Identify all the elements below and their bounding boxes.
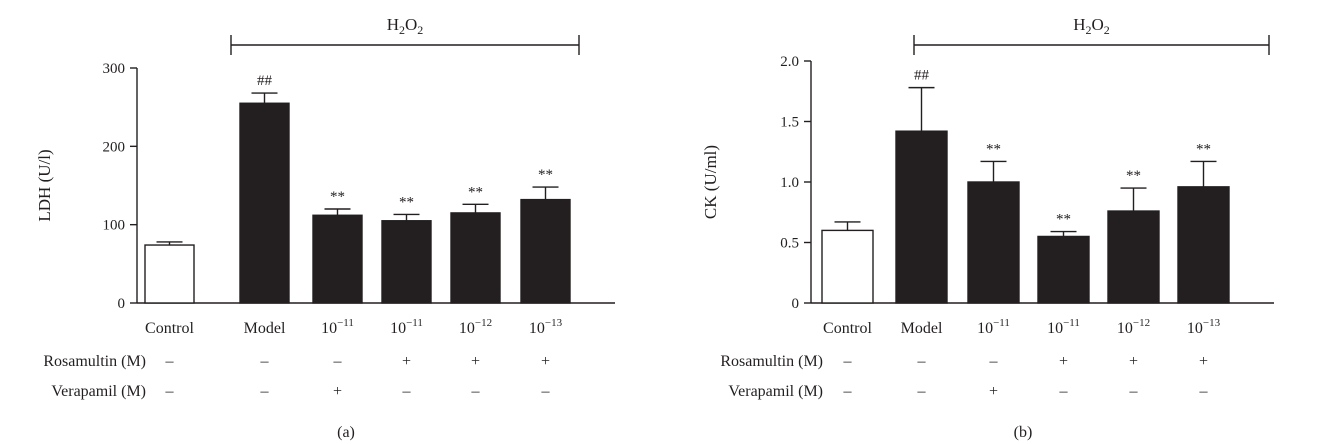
condition-row-label: Verapamil (M) — [728, 383, 823, 400]
significance-marker: ** — [1126, 168, 1141, 184]
treatment-label: H2O2 — [387, 15, 424, 37]
bar — [967, 181, 1020, 304]
x-tick-label: 10−11 — [1047, 317, 1080, 337]
x-tick-label: 10−13 — [1187, 317, 1221, 337]
bar — [144, 244, 195, 304]
condition-marker: + — [333, 383, 342, 400]
x-tick-label: 10−11 — [977, 317, 1010, 337]
condition-marker: + — [1059, 353, 1068, 370]
bar — [1107, 210, 1160, 304]
x-tick-label: 10−12 — [1117, 317, 1150, 337]
condition-row-label: Rosamultin (M) — [720, 353, 823, 370]
bar — [520, 198, 571, 304]
bar — [821, 229, 874, 304]
condition-marker: – — [917, 353, 927, 370]
bar — [895, 130, 948, 304]
significance-marker: ** — [330, 189, 345, 205]
condition-marker: – — [843, 353, 853, 370]
y-tick-label: 100 — [103, 218, 126, 234]
condition-marker: – — [260, 383, 270, 400]
y-axis-label: LDH (U/l) — [35, 149, 54, 221]
condition-marker: + — [402, 353, 411, 370]
significance-marker: ** — [1056, 212, 1071, 228]
condition-marker: – — [333, 353, 343, 370]
condition-marker: – — [843, 383, 853, 400]
condition-marker: – — [1129, 383, 1139, 400]
condition-marker: + — [989, 383, 998, 400]
bar — [239, 102, 290, 304]
panel-label: (b) — [1014, 424, 1033, 441]
condition-row-label: Rosamultin (M) — [43, 353, 146, 370]
y-tick-label: 1.0 — [780, 175, 799, 191]
panel-label: (a) — [337, 424, 355, 441]
condition-marker: – — [989, 353, 999, 370]
condition-marker: + — [471, 353, 480, 370]
significance-marker: ** — [986, 141, 1001, 157]
y-tick-label: 2.0 — [780, 54, 799, 70]
bar — [312, 214, 363, 304]
significance-marker: ** — [399, 194, 414, 210]
chart-panel-a: 0 100 200 300 LDH (U/l) Control – – ## Model – – ** 1… — [35, 15, 615, 441]
x-tick-label: Model — [901, 320, 943, 337]
x-tick-label: Control — [145, 320, 194, 337]
condition-marker: + — [1129, 353, 1138, 370]
bar — [381, 220, 432, 304]
condition-marker: – — [1059, 383, 1069, 400]
significance-marker: ## — [257, 73, 273, 89]
condition-marker: – — [1199, 383, 1209, 400]
condition-marker: – — [541, 383, 551, 400]
x-tick-label: 10−11 — [321, 317, 354, 337]
condition-marker: – — [165, 353, 175, 370]
y-tick-label: 200 — [103, 139, 126, 155]
x-tick-label: 10−11 — [390, 317, 423, 337]
significance-marker: ** — [1196, 141, 1211, 157]
y-tick-label: 0 — [792, 296, 800, 312]
x-tick-label: Control — [823, 320, 872, 337]
significance-marker: ** — [538, 167, 553, 183]
bar — [1177, 186, 1230, 304]
treatment-label: H2O2 — [1073, 15, 1110, 37]
condition-marker: + — [541, 353, 550, 370]
y-axis-label: CK (U/ml) — [701, 145, 720, 219]
x-tick-label: 10−13 — [529, 317, 563, 337]
condition-row-label: Verapamil (M) — [51, 383, 146, 400]
condition-marker: – — [260, 353, 270, 370]
y-tick-label: 0.5 — [780, 236, 799, 252]
condition-marker: – — [165, 383, 175, 400]
condition-marker: + — [1199, 353, 1208, 370]
significance-marker: ## — [914, 68, 930, 84]
x-tick-label: 10−12 — [459, 317, 492, 337]
y-tick-label: 0 — [118, 296, 126, 312]
y-tick-label: 300 — [103, 61, 126, 77]
condition-marker: – — [471, 383, 481, 400]
chart-panel-b: 0 0.5 1.0 1.5 2.0 CK (U/ml) Control – – ## Model – –… — [701, 15, 1274, 441]
bar — [450, 212, 501, 304]
bar — [1037, 235, 1090, 304]
condition-marker: – — [402, 383, 412, 400]
x-tick-label: Model — [244, 320, 286, 337]
y-tick-label: 1.5 — [780, 115, 799, 131]
significance-marker: ** — [468, 184, 483, 200]
condition-marker: – — [917, 383, 927, 400]
